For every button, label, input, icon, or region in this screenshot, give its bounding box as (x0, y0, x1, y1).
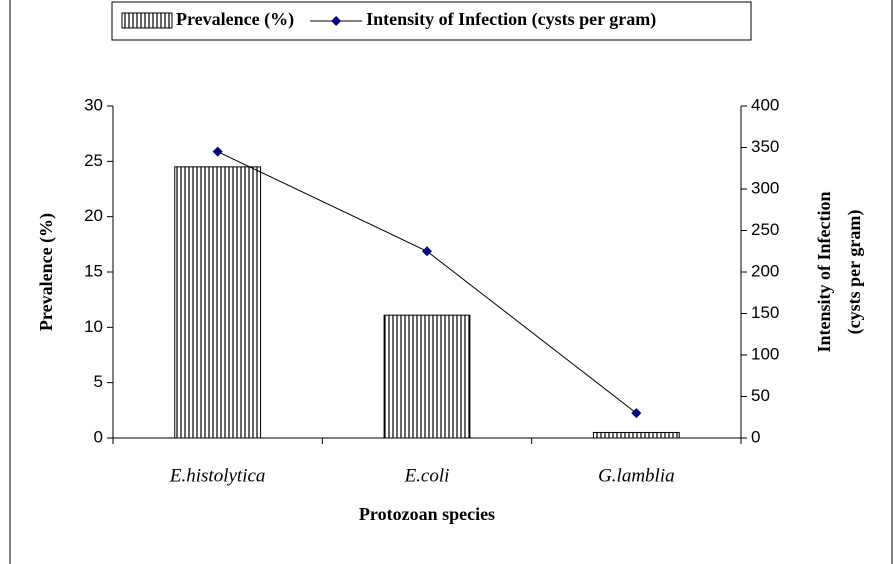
y2-tick-label: 150 (751, 303, 779, 322)
y2-tick-label: 250 (751, 220, 779, 239)
bar (592, 431, 680, 439)
y2-tick-label: 100 (751, 344, 779, 363)
y2-tick-label: 400 (751, 95, 779, 114)
bar (383, 314, 471, 439)
chart-frame (9, 0, 893, 564)
y2-tick-label: 50 (751, 386, 770, 405)
y2-tick-label: 0 (751, 427, 760, 446)
y2-tick-label: 200 (751, 261, 779, 280)
y-tick-label: 30 (84, 95, 103, 114)
line-marker (331, 16, 342, 26)
y2-axis-title: (cysts per gram) (844, 210, 865, 335)
legend-label: Intensity of Infection (cysts per gram) (366, 9, 656, 30)
y2-tick-label: 350 (751, 137, 779, 156)
x-tick-label: G.lamblia (598, 465, 675, 486)
y-tick-label: 20 (84, 206, 103, 225)
y-axis-title: Prevalence (%) (36, 213, 57, 331)
line-marker (631, 408, 642, 419)
bar (174, 166, 262, 439)
line-marker (212, 146, 223, 157)
legend-swatch (121, 12, 173, 29)
legend-label: Prevalence (%) (176, 9, 294, 30)
y2-tick-label: 300 (751, 178, 779, 197)
x-tick-label: E.coli (404, 465, 450, 486)
y-tick-label: 10 (84, 317, 103, 336)
y2-axis-title: Intensity of Infection (814, 192, 834, 353)
x-tick-label: E.histolytica (169, 465, 266, 486)
y-tick-label: 15 (84, 261, 103, 280)
y-tick-label: 0 (94, 427, 103, 446)
x-axis-title: Protozoan species (359, 504, 495, 524)
line-marker (422, 246, 432, 257)
y-tick-label: 25 (84, 151, 103, 170)
y-tick-label: 5 (94, 372, 103, 391)
legend-box (111, 1, 752, 41)
